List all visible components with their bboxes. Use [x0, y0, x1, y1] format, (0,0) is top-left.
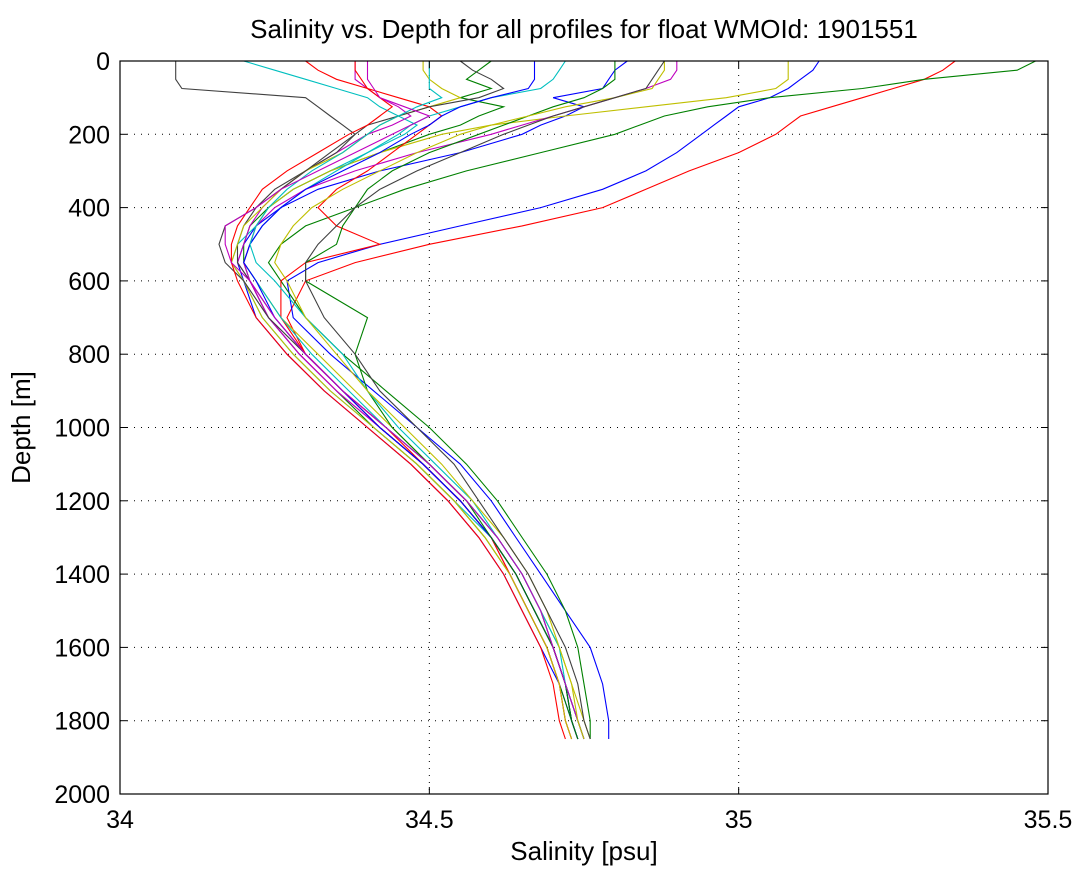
salinity-profile-8	[286, 60, 820, 739]
y-tick-label: 0	[96, 48, 110, 76]
salinity-profile-19	[224, 61, 585, 740]
salinity-profile-21	[305, 60, 665, 740]
salinity-profile-9	[267, 60, 1036, 739]
y-tick-label: 600	[68, 268, 110, 296]
salinity-profile-13	[230, 61, 573, 740]
x-tick-label: 35.5	[1024, 806, 1073, 834]
x-tick-label: 35	[725, 806, 753, 834]
series-layer	[175, 60, 1036, 740]
tick-layer: 34 34.5 35 35.5 0 200 400 600 800 1000 1200 1400 160…	[54, 48, 1072, 834]
y-axis-label: Depth [m]	[6, 371, 36, 484]
chart-title: Salinity vs. Depth for all profiles for …	[250, 14, 918, 44]
x-axis-label: Salinity [psu]	[510, 836, 657, 866]
x-tick-label: 34.5	[405, 806, 454, 834]
y-tick-label: 1400	[54, 561, 110, 589]
y-tick-label: 200	[68, 121, 110, 149]
salinity-profile-17	[230, 61, 566, 740]
y-tick-label: 400	[68, 195, 110, 223]
y-tick-label: 800	[68, 341, 110, 369]
y-tick-label: 1600	[54, 634, 110, 662]
x-tick-label: 34	[106, 806, 134, 834]
y-tick-label: 1000	[54, 415, 110, 443]
y-tick-label: 1200	[54, 488, 110, 516]
salinity-profile-16	[305, 61, 616, 740]
y-tick-label: 2000	[54, 781, 110, 809]
y-tick-label: 1800	[54, 708, 110, 736]
